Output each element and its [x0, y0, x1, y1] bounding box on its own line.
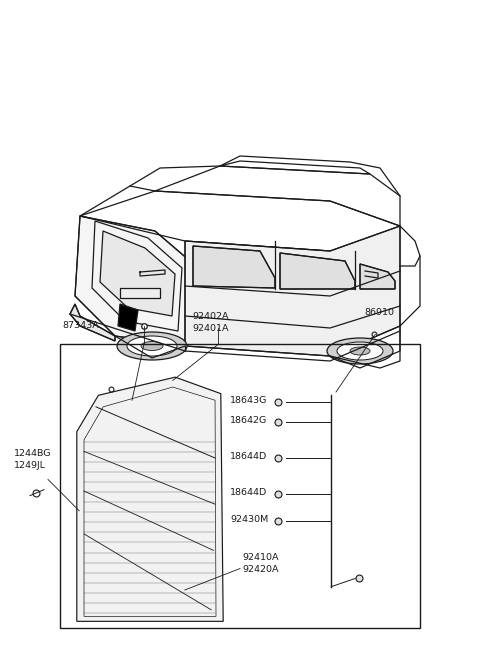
Polygon shape [185, 226, 400, 356]
Text: 92402A
92401A: 92402A 92401A [192, 312, 228, 333]
Polygon shape [100, 231, 175, 316]
Polygon shape [77, 377, 223, 621]
Ellipse shape [141, 342, 163, 350]
Polygon shape [75, 216, 190, 346]
Polygon shape [193, 246, 275, 288]
Polygon shape [118, 304, 138, 331]
Text: 86910: 86910 [365, 308, 395, 318]
Bar [60, 344, 420, 628]
Text: 18642G: 18642G [230, 415, 268, 424]
Text: 92410A
92420A: 92410A 92420A [242, 553, 279, 574]
Text: 1244BG
1249JL: 1244BG 1249JL [14, 449, 52, 470]
Polygon shape [70, 304, 115, 341]
Polygon shape [120, 288, 160, 298]
Polygon shape [280, 253, 355, 289]
Text: 18644D: 18644D [230, 488, 268, 497]
Ellipse shape [127, 336, 177, 356]
Ellipse shape [327, 338, 393, 364]
Ellipse shape [337, 342, 383, 360]
Text: 92430M: 92430M [230, 514, 269, 523]
Text: 87343A: 87343A [62, 321, 99, 331]
Polygon shape [360, 264, 395, 289]
Ellipse shape [350, 347, 370, 355]
Text: 18643G: 18643G [230, 396, 268, 405]
Text: 18644D: 18644D [230, 452, 268, 461]
Ellipse shape [117, 332, 187, 360]
